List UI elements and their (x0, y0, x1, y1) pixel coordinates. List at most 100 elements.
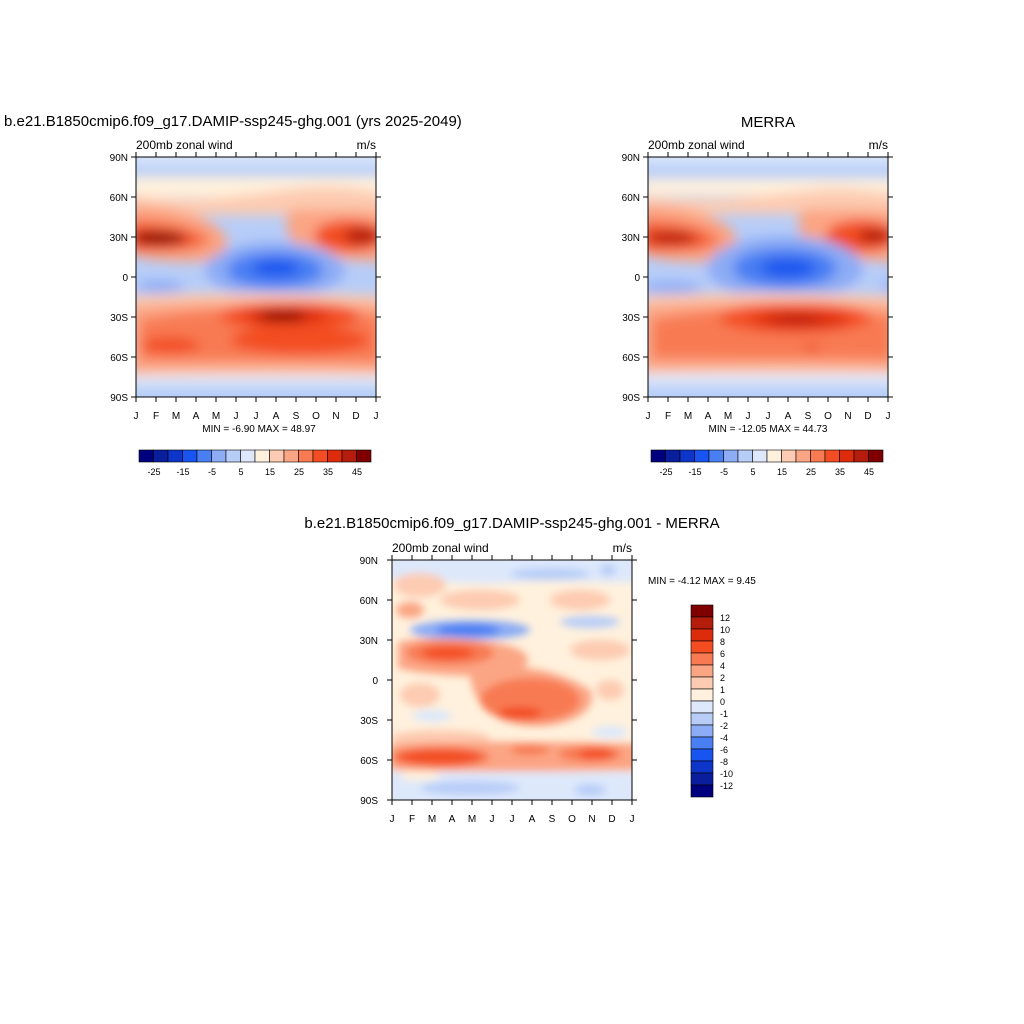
colorbar-swatch (690, 724, 714, 738)
colorbar-label: 15 (265, 467, 275, 477)
x-tick-label: J (746, 411, 751, 422)
x-tick-label: J (630, 814, 635, 825)
colorbar-label: -5 (720, 467, 728, 477)
panel-title: b.e21.B1850cmip6.f09_g17.DAMIP-ssp245-gh… (304, 515, 719, 532)
min-max-label: MIN = -6.90 MAX = 48.97 (202, 424, 316, 435)
colorbar-swatch (853, 449, 869, 463)
y-tick-label: 0 (122, 273, 128, 284)
colorbar-swatch (650, 449, 666, 463)
panel-title: MERRA (741, 114, 795, 131)
x-tick-label: D (608, 814, 615, 825)
colorbar-label: -25 (147, 467, 160, 477)
colorbar-label: -25 (659, 467, 672, 477)
x-tick-label: J (886, 411, 891, 422)
colorbar-swatch (868, 449, 884, 463)
x-tick-label: O (312, 411, 320, 422)
y-tick-label: 90S (622, 393, 640, 404)
x-tick-label: S (549, 814, 556, 825)
y-tick-labels: 90N 60N 30N 0 30S 60S 90S (110, 153, 129, 404)
colorbar (650, 449, 884, 463)
colorbar-swatch (690, 772, 714, 786)
colorbar-swatch (341, 449, 357, 463)
model-panel: b.e21.B1850cmip6.f09_g17.DAMIP-ssp245-gh… (4, 113, 462, 477)
colorbar-swatch (211, 449, 227, 463)
colorbar-labels: -25 -15 -5 5 15 25 35 45 (659, 467, 874, 477)
colorbar-label: 5 (238, 467, 243, 477)
y-tick-label: 0 (634, 273, 640, 284)
x-tick-label: A (529, 814, 536, 825)
difference-panel: b.e21.B1850cmip6.f09_g17.DAMIP-ssp245-gh… (304, 515, 756, 825)
colorbar-labels: -25 -15 -5 5 15 25 35 45 (147, 467, 362, 477)
colorbar-swatch (752, 449, 768, 463)
min-max-label: MIN = -12.05 MAX = 44.73 (709, 424, 828, 435)
colorbar-swatch (327, 449, 343, 463)
x-tick-label: D (864, 411, 871, 422)
colorbar-swatch (810, 449, 826, 463)
colorbar-swatch (690, 664, 714, 678)
colorbar-swatch (694, 449, 710, 463)
y-tick-label: 60N (360, 596, 378, 607)
x-tick-label: S (293, 411, 300, 422)
colorbar-swatch (356, 449, 372, 463)
x-tick-label: A (449, 814, 456, 825)
colorbar-swatch (690, 628, 714, 642)
merra-panel: MERRA 200mb zonal wind m/s (622, 114, 893, 477)
colorbar-swatch (690, 736, 714, 750)
colorbar-swatch (723, 449, 739, 463)
x-tick-labels: J F M A M J J A S O N D J (646, 411, 891, 422)
x-tick-label: M (212, 411, 220, 422)
x-tick-label: J (234, 411, 239, 422)
contour-field (391, 559, 633, 801)
colorbar-label: -2 (720, 721, 728, 731)
colorbar-label: 25 (806, 467, 816, 477)
x-tick-label: J (254, 411, 259, 422)
contour-field (135, 156, 377, 398)
y-tick-label: 60S (622, 353, 640, 364)
colorbar-label: -12 (720, 781, 733, 791)
colorbar-swatch (690, 784, 714, 798)
colorbar-label: 0 (720, 697, 725, 707)
y-tick-label: 60S (360, 756, 378, 767)
x-tick-label: M (172, 411, 180, 422)
colorbar-swatch (283, 449, 299, 463)
panel-title: b.e21.B1850cmip6.f09_g17.DAMIP-ssp245-gh… (4, 113, 462, 130)
colorbar-swatch (690, 748, 714, 762)
colorbar-label: -5 (208, 467, 216, 477)
colorbar-swatch (781, 449, 797, 463)
x-tick-label: M (724, 411, 732, 422)
y-tick-labels: 90N 60N 30N 0 30S 60S 90S (622, 153, 641, 404)
colorbar-label: 35 (323, 467, 333, 477)
colorbar-label: 6 (720, 649, 725, 659)
contour-field (647, 156, 889, 398)
x-tick-label: M (468, 814, 476, 825)
colorbar-swatch (138, 449, 154, 463)
x-tick-label: M (428, 814, 436, 825)
x-tick-label: J (646, 411, 651, 422)
colorbar-swatch (665, 449, 681, 463)
y-tick-label: 30N (110, 233, 128, 244)
x-tick-label: A (273, 411, 280, 422)
x-tick-label: F (409, 814, 415, 825)
colorbar-swatch (254, 449, 270, 463)
x-tick-label: J (490, 814, 495, 825)
y-tick-label: 60N (110, 193, 128, 204)
units-label: m/s (869, 138, 888, 152)
x-tick-label: O (568, 814, 576, 825)
colorbar-swatch (690, 712, 714, 726)
x-tick-label: J (510, 814, 515, 825)
x-tick-label: A (705, 411, 712, 422)
x-tick-label: F (153, 411, 159, 422)
y-tick-label: 30S (622, 313, 640, 324)
colorbar-swatch (167, 449, 183, 463)
x-tick-label: J (374, 411, 379, 422)
x-tick-label: A (785, 411, 792, 422)
colorbar-swatch (737, 449, 753, 463)
x-tick-label: M (684, 411, 692, 422)
colorbar (138, 449, 372, 463)
colorbar-swatch (298, 449, 314, 463)
colorbar-label: -1 (720, 709, 728, 719)
y-tick-label: 30N (622, 233, 640, 244)
x-tick-label: S (805, 411, 812, 422)
y-tick-label: 90S (360, 796, 378, 807)
